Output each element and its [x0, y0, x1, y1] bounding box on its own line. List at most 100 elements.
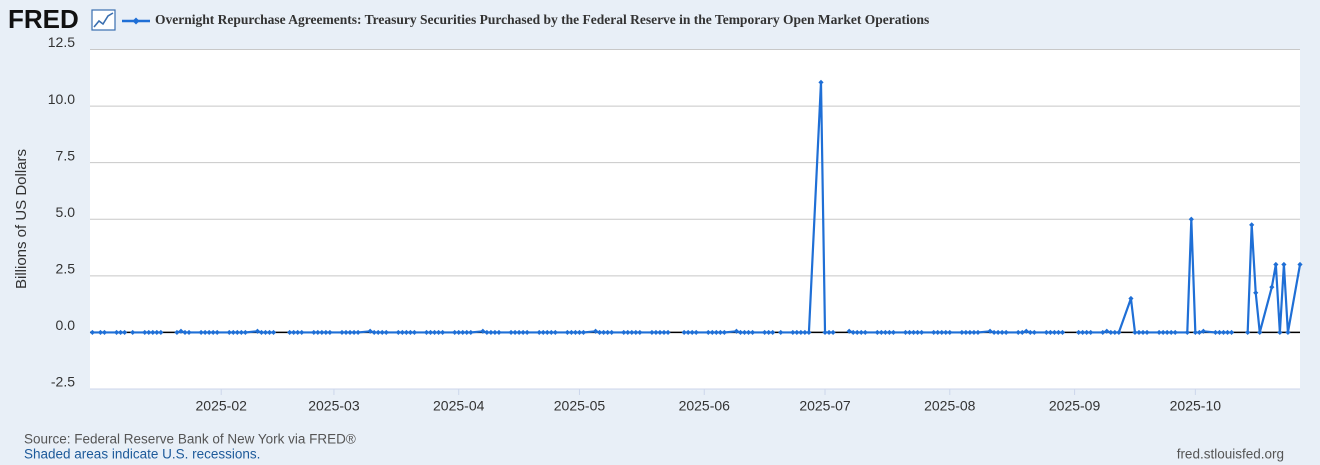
- x-tick-label: 2025-09: [1049, 398, 1101, 414]
- point-marker: [319, 329, 325, 336]
- point-marker: [858, 329, 864, 336]
- point-marker: [150, 329, 156, 336]
- point-marker: [854, 329, 860, 336]
- point-marker: [1212, 329, 1219, 336]
- point-marker: [1228, 329, 1235, 336]
- point-marker: [987, 328, 993, 334]
- point-marker: [737, 329, 744, 336]
- y-tick-label: 7.5: [56, 147, 76, 163]
- point-marker: [914, 329, 921, 336]
- point-marker: [749, 329, 756, 336]
- logo: FRED: [8, 4, 79, 34]
- point-marker: [1084, 329, 1090, 336]
- point-marker: [182, 329, 188, 336]
- point-marker: [1253, 290, 1259, 296]
- point-marker: [580, 329, 587, 336]
- point-marker: [452, 329, 458, 336]
- point-marker: [508, 329, 514, 336]
- point-marker: [609, 329, 615, 336]
- point-marker: [1088, 329, 1094, 336]
- point-marker: [174, 329, 180, 336]
- point-marker: [1055, 329, 1062, 336]
- point-marker: [721, 329, 727, 336]
- point-marker: [548, 329, 554, 336]
- point-marker: [97, 329, 104, 336]
- point-marker: [266, 329, 273, 336]
- x-tick-label: 2025-06: [679, 398, 731, 414]
- series-line: [1246, 223, 1302, 334]
- point-marker: [1116, 329, 1122, 336]
- point-marker: [146, 329, 152, 336]
- point-marker: [484, 329, 490, 336]
- point-marker: [629, 329, 635, 336]
- point-marker: [323, 329, 329, 336]
- point-marker: [681, 329, 687, 336]
- point-marker: [1224, 329, 1231, 336]
- point-marker: [1128, 295, 1134, 302]
- point-marker: [689, 329, 695, 336]
- footer-note: Shaded areas indicate U.S. recessions.: [24, 447, 260, 462]
- point-marker: [770, 329, 776, 336]
- point-marker: [1112, 329, 1118, 336]
- point-marker: [496, 329, 502, 336]
- point-marker: [713, 329, 719, 336]
- point-marker: [1051, 329, 1058, 336]
- point-marker: [315, 329, 321, 336]
- x-tick-label: 2025-10: [1170, 398, 1222, 414]
- y-tick-label: 0.0: [56, 317, 76, 333]
- point-marker: [1160, 329, 1166, 336]
- point-marker: [778, 329, 784, 336]
- point-marker: [403, 329, 409, 336]
- point-marker: [287, 329, 293, 336]
- point-marker: [741, 329, 748, 336]
- point-marker: [1168, 329, 1174, 336]
- point-marker: [818, 79, 824, 85]
- point-marker: [572, 329, 579, 336]
- point-marker: [242, 329, 248, 336]
- footer-source: Source: Federal Reserve Bank of New York…: [24, 432, 356, 447]
- point-marker: [351, 329, 357, 336]
- point-marker: [637, 329, 643, 336]
- point-marker: [295, 329, 301, 336]
- point-marker: [367, 328, 373, 334]
- point-marker: [234, 329, 240, 336]
- y-tick-label: 12.5: [48, 34, 75, 50]
- point-marker: [1132, 329, 1138, 336]
- point-marker: [431, 329, 438, 336]
- point-marker: [910, 329, 917, 336]
- point-marker: [339, 329, 345, 336]
- point-marker: [399, 329, 405, 336]
- point-marker: [886, 329, 893, 336]
- point-marker: [564, 329, 570, 336]
- x-tick-label: 2025-07: [799, 398, 851, 414]
- point-marker: [1172, 329, 1178, 336]
- point-marker: [552, 329, 558, 336]
- point-marker: [999, 329, 1005, 336]
- point-marker: [1297, 261, 1303, 268]
- x-tick-label: 2025-04: [433, 398, 485, 414]
- point-marker: [355, 329, 361, 336]
- point-marker: [605, 329, 611, 336]
- point-marker: [1281, 261, 1287, 268]
- point-marker: [311, 329, 317, 336]
- point-marker: [101, 329, 108, 336]
- point-marker: [806, 329, 812, 336]
- logo-icon: [91, 9, 116, 31]
- point-marker: [709, 329, 715, 336]
- point-marker: [254, 328, 261, 334]
- point-marker: [214, 329, 220, 336]
- point-marker: [693, 329, 699, 336]
- point-marker: [186, 329, 192, 336]
- point-marker: [1188, 216, 1194, 222]
- point-marker: [291, 329, 297, 336]
- point-marker: [1184, 329, 1190, 336]
- point-marker: [1277, 329, 1283, 336]
- point-marker: [440, 329, 446, 336]
- point-marker: [862, 329, 868, 336]
- point-marker: [802, 329, 808, 336]
- point-marker: [576, 329, 583, 336]
- point-marker: [258, 329, 265, 336]
- point-marker: [826, 329, 832, 336]
